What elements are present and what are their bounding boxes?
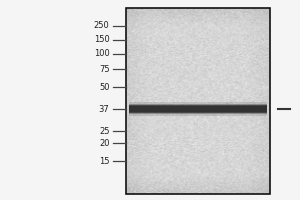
Text: 25: 25 [99, 127, 110, 136]
Bar [129, 102, 267, 116]
Text: 150: 150 [94, 36, 109, 45]
Bar [129, 104, 267, 114]
Bar [126, 8, 270, 194]
Text: 20: 20 [99, 138, 110, 147]
Bar [129, 106, 267, 112]
Text: 250: 250 [94, 21, 109, 30]
Bar [129, 105, 267, 113]
Text: 50: 50 [99, 83, 110, 92]
Text: 37: 37 [99, 105, 110, 114]
Text: 100: 100 [94, 49, 109, 58]
Text: 15: 15 [99, 156, 110, 166]
Text: 75: 75 [99, 64, 110, 73]
